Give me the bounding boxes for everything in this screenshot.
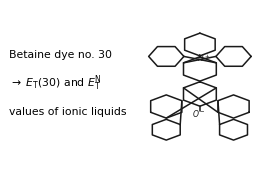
Text: $N^+$: $N^+$ xyxy=(197,53,210,64)
Text: $O^-$: $O^-$ xyxy=(192,108,205,119)
Text: values of ionic liquids: values of ionic liquids xyxy=(9,107,127,117)
Text: $\rightarrow$ $\it{E}_{\mathrm{T}}$(30) and $\it{E}_{\mathrm{T}}^{\mathrm{N}}$: $\rightarrow$ $\it{E}_{\mathrm{T}}$(30) … xyxy=(9,73,102,93)
Text: Betaine dye no. 30: Betaine dye no. 30 xyxy=(9,50,112,60)
